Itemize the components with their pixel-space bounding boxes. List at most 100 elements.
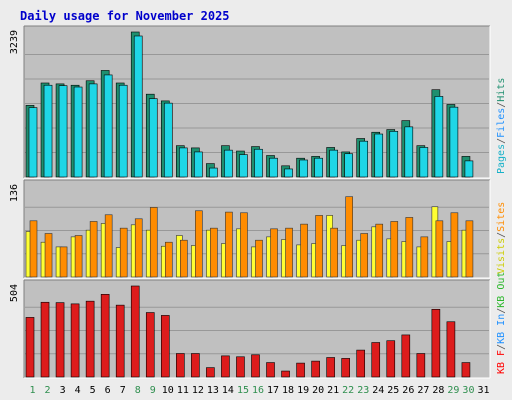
bar-files (194, 151, 203, 178)
bar-kb (416, 353, 426, 378)
x-tick-label: 26 (402, 385, 414, 396)
x-tick-label: 24 (372, 385, 384, 396)
legend: Visits/Sites (496, 202, 507, 274)
bar-kb (100, 294, 110, 378)
x-tick-label: 4 (75, 385, 81, 396)
bar-sites (330, 227, 338, 278)
bar-kb (176, 353, 185, 378)
y-max-label: 3239 (9, 30, 20, 54)
bar-files (374, 133, 384, 178)
y-max-label: 136 (9, 184, 20, 202)
x-tick-label: 6 (105, 385, 111, 396)
bar-sites (89, 221, 98, 278)
bar-kb (401, 334, 411, 378)
bar-files (254, 148, 263, 178)
x-tick-label: 23 (357, 385, 369, 396)
x-tick-label: 21 (327, 385, 339, 396)
bar-kb (341, 358, 350, 378)
legend-entry: Pages (496, 144, 507, 174)
bar-files (43, 84, 53, 178)
bar-sites (44, 233, 53, 278)
panel-2: 136 Visits/Sites (9, 179, 507, 279)
bar-sites (149, 207, 158, 278)
x-tick-label: 5 (90, 385, 96, 396)
bar-kb (431, 308, 441, 378)
bar-sites (375, 223, 384, 278)
x-tick-label: 22 (342, 385, 354, 396)
bar-files (419, 147, 429, 178)
bar-files (449, 106, 459, 178)
legend-entry: / (496, 308, 507, 314)
bar-kb (446, 321, 456, 378)
legend-entry: / (496, 138, 507, 144)
bar-sites (345, 196, 353, 278)
bar-kb (40, 301, 50, 378)
bar-sites (104, 214, 113, 278)
legend-entry: / (496, 102, 507, 108)
bar-sites (164, 241, 173, 278)
x-tick-label: 10 (162, 385, 174, 396)
bar-sites (225, 211, 233, 278)
bar-files (103, 74, 113, 178)
legend-entry: Hits (496, 78, 507, 102)
x-tick-label: 17 (267, 385, 279, 396)
bar-kb (191, 353, 200, 378)
bar-sites (465, 220, 474, 278)
bar-files (359, 140, 369, 178)
x-tick-label: 27 (417, 385, 429, 396)
legend: KB F/KB In/KB Out (496, 272, 507, 374)
bar-kb (115, 304, 125, 378)
bar-kb (326, 357, 335, 378)
x-tick-label: 9 (150, 385, 156, 396)
bar-kb (206, 367, 215, 378)
bar-sites (270, 228, 278, 278)
x-tick-label: 29 (447, 385, 459, 396)
bar-files (239, 154, 248, 178)
bar-sites (420, 236, 429, 278)
bar-sites (240, 212, 248, 278)
y-max-label: 504 (9, 284, 20, 302)
bar-files (118, 84, 128, 178)
bar-files (58, 85, 68, 178)
bar-files (28, 107, 38, 178)
x-tick-label: 7 (120, 385, 126, 396)
bar-files (179, 147, 188, 178)
bar-files (344, 153, 353, 178)
bar-files (269, 157, 278, 178)
bar-sites (435, 220, 444, 278)
bar-files (148, 98, 158, 178)
bar-kb (311, 360, 320, 378)
chart-panels: 3239Pages/Files/Hits136Visits/Sites504KB… (9, 25, 507, 379)
bar-sites (134, 218, 143, 278)
bar-kb (55, 302, 65, 378)
bar-sites (180, 239, 188, 278)
bar-sites (59, 246, 68, 278)
legend-entry: KB Out (496, 272, 507, 308)
bar-kb (85, 300, 95, 378)
bar-sites (29, 220, 38, 278)
bar-files (404, 126, 414, 178)
bar-kb (371, 342, 381, 378)
legend-entry: Sites (496, 202, 507, 232)
bar-files (209, 167, 218, 178)
bar-files (284, 168, 293, 178)
x-tick-label: 19 (297, 385, 309, 396)
panel-3: 504 KB F/KB In/KB Out (9, 272, 507, 379)
bar-sites (195, 210, 203, 278)
bar-sites (450, 212, 459, 278)
x-tick-label: 18 (282, 385, 294, 396)
x-tick-label: 1 (30, 385, 36, 396)
x-tick-label: 20 (312, 385, 324, 396)
bar-sites (285, 227, 293, 278)
x-ticks: 1 2 3 4 5 6 7 8 9 10 11 12 13 14 15 16 17 18 19 20 21 22 23 24 2… (30, 385, 490, 396)
bar-files (329, 149, 338, 178)
bar-kb (70, 303, 80, 378)
bar-files (389, 131, 399, 178)
bar-sites (119, 227, 128, 278)
legend-entry: Visits (496, 238, 507, 274)
x-tick-label: 15 (237, 385, 249, 396)
bar-sites (300, 223, 308, 278)
bar-sites (74, 235, 83, 278)
